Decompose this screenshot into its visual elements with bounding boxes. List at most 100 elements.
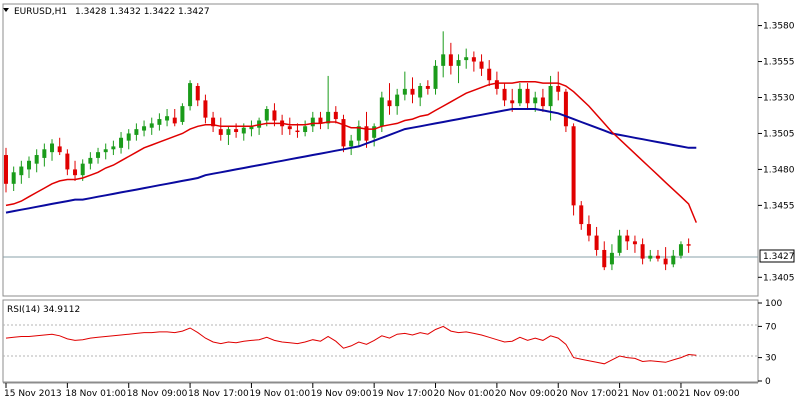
candle — [211, 111, 216, 133]
candle — [540, 88, 545, 112]
candle — [632, 235, 637, 253]
candle-body — [203, 100, 208, 118]
rsi-tick-label: 70 — [765, 322, 777, 332]
candle — [402, 71, 407, 101]
time-tick-label: 20 Nov 09:00 — [495, 389, 556, 399]
candle — [464, 48, 469, 69]
candle-body — [609, 252, 614, 265]
candle — [318, 111, 323, 130]
candle — [11, 166, 16, 191]
candle-body — [548, 85, 553, 107]
candle — [195, 83, 200, 107]
candle-body — [142, 126, 147, 131]
candle — [157, 113, 162, 131]
candle — [655, 249, 660, 262]
candle — [395, 88, 400, 115]
candle-body — [594, 235, 599, 250]
candle — [165, 109, 170, 127]
candle — [387, 83, 392, 115]
candle-body — [134, 129, 139, 135]
candle-body — [272, 110, 277, 121]
candle-body — [494, 80, 499, 89]
candles-group — [4, 31, 691, 271]
candle-body — [249, 126, 254, 130]
candle-body — [556, 85, 561, 92]
candle-body — [533, 97, 538, 104]
candle-body — [579, 205, 584, 225]
candle-body — [65, 153, 70, 170]
candle — [487, 60, 492, 86]
candle-body — [456, 60, 461, 66]
candle-body — [372, 126, 377, 138]
candle — [180, 103, 185, 125]
ma-fast-line — [5, 80, 697, 223]
time-tick-label: 21 Nov 09:00 — [679, 389, 740, 399]
candle — [379, 91, 384, 133]
candle-body — [402, 88, 407, 95]
candle-body — [464, 57, 469, 61]
candle-body — [602, 249, 607, 268]
candle — [594, 226, 599, 256]
candle — [172, 109, 177, 127]
candle-body — [663, 258, 668, 265]
candle — [272, 103, 277, 127]
candle — [42, 143, 47, 167]
candle-body — [172, 117, 177, 124]
current-price-badge: 1.3427 — [759, 249, 795, 263]
rsi-pane-border — [2, 299, 759, 383]
candle-body — [502, 88, 507, 101]
price-tick-label: 1.3405 — [763, 273, 795, 283]
candle — [410, 77, 415, 104]
candle-body — [211, 117, 216, 127]
candle-body — [471, 57, 476, 62]
candle — [571, 123, 576, 216]
candle-body — [563, 91, 568, 127]
rsi-line — [5, 325, 697, 365]
time-tick-label: 18 Nov 01:00 — [65, 389, 126, 399]
candle — [563, 88, 568, 133]
candle-body — [234, 129, 239, 133]
time-tick-label: 21 Nov 01:00 — [618, 389, 679, 399]
candle-body — [19, 166, 24, 176]
candle-body — [540, 97, 545, 107]
candle-body — [648, 255, 653, 259]
candle-body — [586, 224, 591, 236]
candle-body — [11, 172, 16, 184]
price-tick-label: 1.3455 — [763, 201, 795, 211]
dropdown-triangle-icon[interactable] — [3, 8, 9, 12]
candle — [27, 156, 32, 179]
candle-body — [326, 111, 331, 124]
candle-body — [671, 255, 676, 265]
candle — [671, 249, 676, 268]
candle — [479, 54, 484, 76]
candle — [226, 126, 231, 145]
time-tick-label: 19 Nov 17:00 — [372, 389, 433, 399]
candle-body — [310, 117, 315, 127]
candle — [418, 83, 423, 107]
candle — [686, 238, 691, 253]
ohlc-readout: 1.3428 1.3432 1.3422 1.3427 — [75, 7, 210, 17]
candle — [218, 117, 223, 141]
candle — [88, 152, 93, 170]
rsi-tick-label: 0 — [765, 377, 771, 387]
candle-body — [73, 169, 78, 176]
candle — [425, 80, 430, 95]
candle-body — [387, 100, 392, 107]
price-tick-label: 1.3555 — [763, 58, 795, 68]
candle-body — [433, 65, 438, 89]
candle — [471, 51, 476, 72]
candle — [188, 80, 193, 111]
candle-body — [218, 129, 223, 135]
candle — [119, 132, 124, 154]
candle — [586, 215, 591, 242]
candle — [111, 140, 116, 156]
candle-body — [395, 94, 400, 107]
rsi-label: RSI(14) 34.9112 — [7, 305, 80, 315]
price-tick-label: 1.3480 — [763, 165, 795, 175]
candle — [433, 60, 438, 95]
candle — [295, 123, 300, 138]
candle-body — [571, 126, 576, 206]
candle — [579, 201, 584, 230]
candle-body — [34, 155, 39, 164]
